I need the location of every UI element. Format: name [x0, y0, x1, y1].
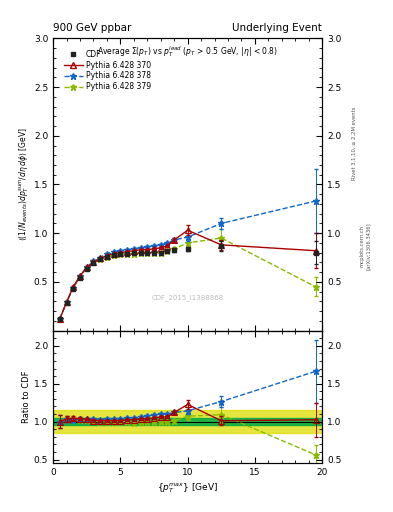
Y-axis label: $\langle (1/N_{events}) dp_T^{sum}/d\eta\, d\phi\rangle$ [GeV]: $\langle (1/N_{events}) dp_T^{sum}/d\eta… [18, 127, 31, 242]
Bar [53, 410, 322, 433]
Text: CDF_2015_I1388868: CDF_2015_I1388868 [152, 294, 224, 302]
Text: mcplots.cern.ch: mcplots.cern.ch [360, 225, 365, 267]
Text: 900 GeV ppbar: 900 GeV ppbar [53, 23, 131, 33]
Text: Average $\Sigma(p_T)$ vs $p_T^{lead}$ ($p_T$ > 0.5 GeV, $|\eta|$ < 0.8): Average $\Sigma(p_T)$ vs $p_T^{lead}$ ($… [97, 44, 278, 59]
Legend: CDF, Pythia 6.428 370, Pythia 6.428 378, Pythia 6.428 379: CDF, Pythia 6.428 370, Pythia 6.428 378,… [62, 48, 152, 93]
Text: Underlying Event: Underlying Event [232, 23, 322, 33]
Text: [arXiv:1306.3436]: [arXiv:1306.3436] [365, 222, 371, 270]
Text: Rivet 3.1.10, ≥ 2.2M events: Rivet 3.1.10, ≥ 2.2M events [352, 106, 357, 180]
Bar [53, 418, 322, 425]
X-axis label: $\{p_T^{max}\}$ [GeV]: $\{p_T^{max}\}$ [GeV] [157, 481, 219, 495]
Y-axis label: Ratio to CDF: Ratio to CDF [22, 371, 31, 423]
